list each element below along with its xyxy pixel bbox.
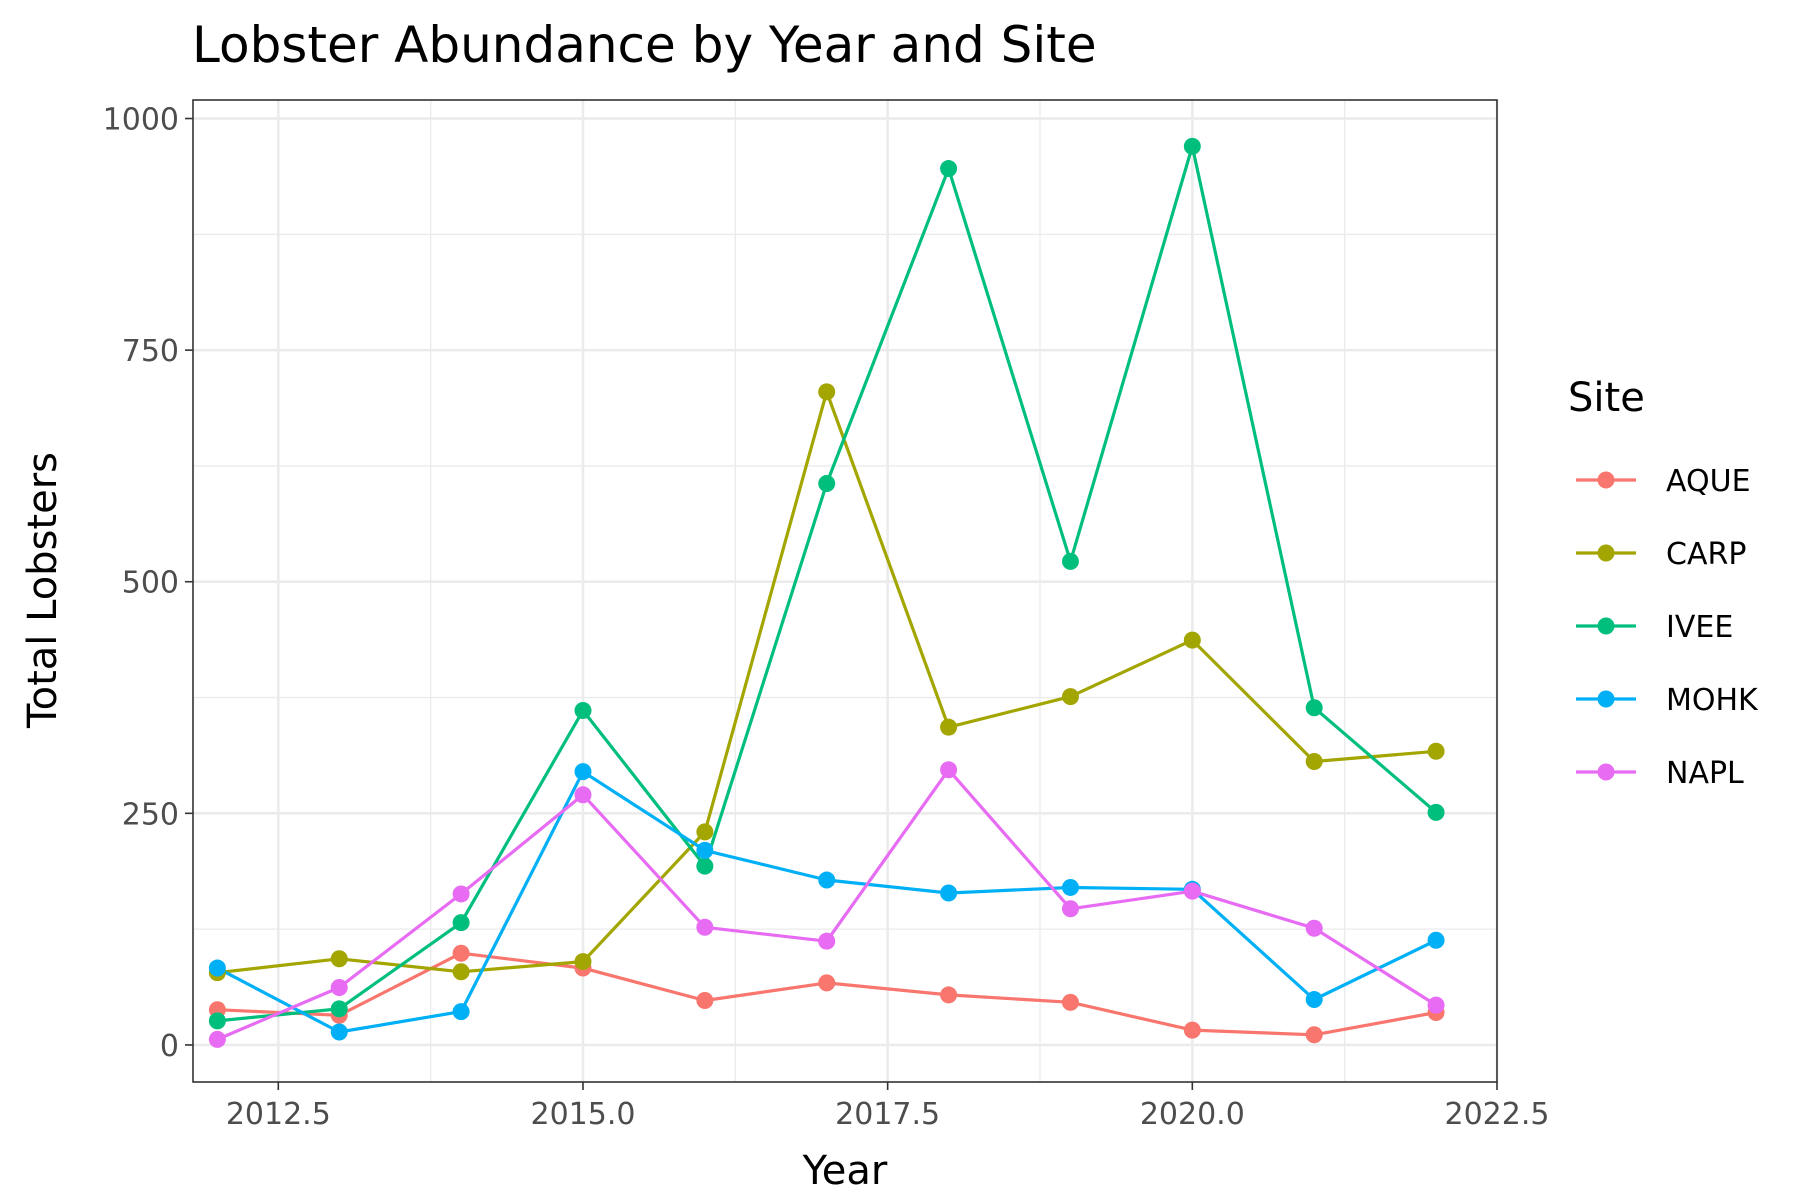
y-axis-title: Total Lobsters — [20, 452, 66, 729]
legend-key-point — [1597, 617, 1615, 635]
data-point-napl — [1427, 996, 1445, 1014]
legend-items: AQUE CARP IVEE MOHK NAPL — [1576, 464, 1759, 791]
data-point-aque — [1061, 993, 1079, 1011]
data-point-mohk — [818, 871, 836, 889]
data-point-mohk — [1305, 991, 1323, 1009]
x-tick-label: 2015.0 — [530, 1097, 635, 1132]
panel-border — [192, 99, 1498, 1083]
data-point-ivee — [1305, 699, 1323, 717]
data-point-napl — [1183, 882, 1201, 900]
x-axis: 2012.5 2015.0 2017.5 2020.0 2022.5 — [226, 1082, 1550, 1132]
data-point-ivee — [696, 857, 714, 875]
y-tick-label: 1000 — [103, 103, 179, 138]
data-point-ivee — [208, 1012, 226, 1030]
legend-key-point — [1597, 471, 1615, 489]
data-point-ivee — [452, 914, 470, 932]
data-point-mohk — [330, 1023, 348, 1041]
legend: Site AQUE CARP IVEE MOHK NAPL — [1568, 375, 1759, 791]
legend-label: IVEE — [1666, 610, 1733, 645]
plot-panel — [192, 99, 1499, 1083]
data-point-napl — [574, 786, 592, 804]
data-point-aque — [696, 991, 714, 1009]
data-point-aque — [818, 974, 836, 992]
x-tick-label: 2022.5 — [1445, 1097, 1550, 1132]
legend-item-ivee: IVEE — [1576, 610, 1733, 645]
x-tick-label: 2012.5 — [226, 1097, 331, 1132]
y-tick-label: 0 — [160, 1029, 179, 1064]
y-tick-label: 500 — [122, 566, 179, 601]
data-point-mohk — [574, 763, 592, 781]
legend-label: NAPL — [1666, 756, 1744, 791]
data-point-ivee — [330, 1000, 348, 1018]
data-point-napl — [208, 1030, 226, 1048]
y-axis: 0 250 500 750 1000 — [103, 103, 193, 1064]
legend-label: CARP — [1666, 537, 1746, 572]
panel-background — [193, 100, 1497, 1082]
data-point-napl — [1061, 900, 1079, 918]
data-point-ivee — [1183, 137, 1201, 155]
x-axis-title: Year — [802, 1148, 888, 1194]
data-point-carp — [1427, 742, 1445, 760]
data-point-mohk — [1427, 931, 1445, 949]
legend-item-carp: CARP — [1576, 537, 1746, 572]
data-point-carp — [1305, 752, 1323, 770]
data-point-aque — [940, 986, 958, 1004]
data-point-mohk — [208, 959, 226, 977]
data-point-ivee — [1427, 803, 1445, 821]
legend-item-napl: NAPL — [1576, 756, 1744, 791]
y-tick-label: 250 — [122, 797, 179, 832]
data-point-mohk — [940, 884, 958, 902]
data-point-carp — [330, 950, 348, 968]
legend-key-point — [1597, 544, 1615, 562]
data-point-mohk — [452, 1003, 470, 1021]
y-tick-label: 750 — [122, 334, 179, 369]
data-point-ivee — [818, 475, 836, 493]
data-point-napl — [940, 761, 958, 779]
data-point-aque — [1183, 1021, 1201, 1039]
legend-label: MOHK — [1666, 683, 1759, 718]
legend-key-point — [1597, 763, 1615, 781]
data-point-carp — [818, 383, 836, 401]
data-point-carp — [696, 823, 714, 841]
data-point-ivee — [940, 160, 958, 178]
data-point-napl — [696, 918, 714, 936]
data-point-aque — [452, 944, 470, 962]
data-point-ivee — [1061, 552, 1079, 570]
series-points — [208, 137, 1445, 1048]
data-point-napl — [1305, 919, 1323, 937]
data-point-carp — [1183, 631, 1201, 649]
data-point-carp — [574, 953, 592, 971]
legend-label: AQUE — [1666, 464, 1751, 499]
legend-key-point — [1597, 690, 1615, 708]
legend-title: Site — [1568, 375, 1645, 421]
legend-item-mohk: MOHK — [1576, 683, 1759, 718]
data-point-napl — [818, 932, 836, 950]
data-point-aque — [1305, 1026, 1323, 1044]
data-point-mohk — [696, 841, 714, 859]
data-point-carp — [452, 963, 470, 981]
data-point-carp — [1061, 688, 1079, 706]
data-point-carp — [940, 718, 958, 736]
data-point-mohk — [1061, 878, 1079, 896]
minor-gridlines — [193, 100, 1497, 1082]
data-point-napl — [452, 885, 470, 903]
chart-title: Lobster Abundance by Year and Site — [192, 16, 1097, 74]
data-point-napl — [330, 979, 348, 997]
x-tick-label: 2017.5 — [835, 1097, 940, 1132]
legend-item-aque: AQUE — [1576, 464, 1751, 499]
x-tick-label: 2020.0 — [1140, 1097, 1245, 1132]
data-point-ivee — [574, 702, 592, 720]
